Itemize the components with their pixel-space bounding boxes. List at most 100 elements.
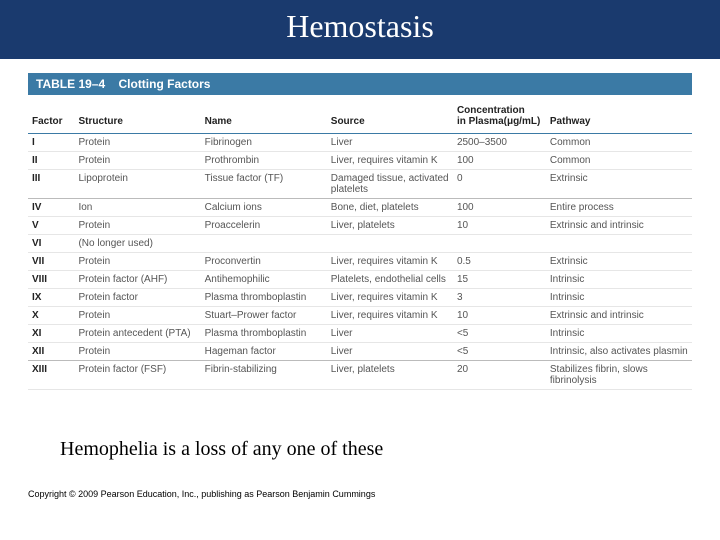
data-cell: Intrinsic <box>546 271 692 289</box>
data-cell: Protein <box>74 152 200 170</box>
data-cell <box>327 235 453 253</box>
title-bar: Hemostasis <box>0 0 720 59</box>
data-cell: Proaccelerin <box>201 217 327 235</box>
factor-cell: VIII <box>28 271 74 289</box>
data-cell: Entire process <box>546 199 692 217</box>
data-cell: Extrinsic and intrinsic <box>546 307 692 325</box>
table-container: TABLE 19–4 Clotting Factors FactorStruct… <box>0 59 720 390</box>
data-cell: <5 <box>453 325 546 343</box>
data-cell: Intrinsic <box>546 289 692 307</box>
data-cell: Protein <box>74 253 200 271</box>
factor-cell: XI <box>28 325 74 343</box>
factor-cell: IV <box>28 199 74 217</box>
data-cell: Liver, requires vitamin K <box>327 307 453 325</box>
data-cell: 20 <box>453 361 546 390</box>
factor-cell: XIII <box>28 361 74 390</box>
data-cell: Plasma thromboplastin <box>201 325 327 343</box>
factor-cell: VI <box>28 235 74 253</box>
data-cell: Extrinsic <box>546 253 692 271</box>
table-head: FactorStructureNameSourceConcentrationin… <box>28 95 692 134</box>
table-number: TABLE 19–4 <box>36 77 105 91</box>
data-cell <box>546 235 692 253</box>
data-cell: Common <box>546 152 692 170</box>
data-cell: Damaged tissue, activated platelets <box>327 170 453 199</box>
factor-cell: VII <box>28 253 74 271</box>
data-cell: 3 <box>453 289 546 307</box>
page-title: Hemostasis <box>0 8 720 45</box>
data-cell: Tissue factor (TF) <box>201 170 327 199</box>
data-cell: (No longer used) <box>74 235 200 253</box>
data-cell: 0 <box>453 170 546 199</box>
data-cell: 10 <box>453 217 546 235</box>
data-cell: 2500–3500 <box>453 134 546 152</box>
data-cell: Protein <box>74 343 200 361</box>
factor-cell: II <box>28 152 74 170</box>
table-banner: TABLE 19–4 Clotting Factors <box>28 73 692 95</box>
data-cell: Extrinsic <box>546 170 692 199</box>
data-cell: <5 <box>453 343 546 361</box>
data-cell: Protein antecedent (PTA) <box>74 325 200 343</box>
data-cell: 10 <box>453 307 546 325</box>
data-cell: Lipoprotein <box>74 170 200 199</box>
data-cell: Protein factor <box>74 289 200 307</box>
table-row: XIIIProtein factor (FSF)Fibrin-stabilizi… <box>28 361 692 390</box>
column-header: Pathway <box>546 95 692 134</box>
data-cell: Plasma thromboplastin <box>201 289 327 307</box>
table-row: XIProtein antecedent (PTA)Plasma thrombo… <box>28 325 692 343</box>
data-cell: Platelets, endothelial cells <box>327 271 453 289</box>
column-header: Name <box>201 95 327 134</box>
factor-cell: X <box>28 307 74 325</box>
clotting-factors-table: FactorStructureNameSourceConcentrationin… <box>28 95 692 390</box>
data-cell: Stuart–Prower factor <box>201 307 327 325</box>
data-cell: 0.5 <box>453 253 546 271</box>
factor-cell: XII <box>28 343 74 361</box>
column-header: Concentrationin Plasma(μg/mL) <box>453 95 546 134</box>
data-cell <box>201 235 327 253</box>
table-row: VProteinProaccelerinLiver, platelets10Ex… <box>28 217 692 235</box>
data-cell: Protein <box>74 217 200 235</box>
data-cell: Proconvertin <box>201 253 327 271</box>
data-cell: 100 <box>453 152 546 170</box>
data-cell: Extrinsic and intrinsic <box>546 217 692 235</box>
column-header: Factor <box>28 95 74 134</box>
data-cell: Fibrin-stabilizing <box>201 361 327 390</box>
data-cell: Protein factor (AHF) <box>74 271 200 289</box>
column-header: Structure <box>74 95 200 134</box>
data-cell: Antihemophilic <box>201 271 327 289</box>
copyright-text: Copyright © 2009 Pearson Education, Inc.… <box>28 489 720 499</box>
table-row: IVIonCalcium ionsBone, diet, platelets10… <box>28 199 692 217</box>
data-cell: Liver, requires vitamin K <box>327 289 453 307</box>
data-cell: Ion <box>74 199 200 217</box>
data-cell: Liver <box>327 343 453 361</box>
data-cell <box>453 235 546 253</box>
table-body: IProteinFibrinogenLiver2500–3500CommonII… <box>28 134 692 390</box>
table-row: IXProtein factorPlasma thromboplastinLiv… <box>28 289 692 307</box>
factor-cell: V <box>28 217 74 235</box>
table-row: VI(No longer used) <box>28 235 692 253</box>
table-row: VIIProteinProconvertinLiver, requires vi… <box>28 253 692 271</box>
data-cell: Calcium ions <box>201 199 327 217</box>
table-row: VIIIProtein factor (AHF)AntihemophilicPl… <box>28 271 692 289</box>
data-cell: Bone, diet, platelets <box>327 199 453 217</box>
data-cell: Intrinsic <box>546 325 692 343</box>
table-row: IIProteinProthrombinLiver, requires vita… <box>28 152 692 170</box>
data-cell: Liver, requires vitamin K <box>327 152 453 170</box>
data-cell: Protein factor (FSF) <box>74 361 200 390</box>
note-text: Hemophelia is a loss of any one of these <box>60 438 720 461</box>
factor-cell: III <box>28 170 74 199</box>
factor-cell: IX <box>28 289 74 307</box>
data-cell: 15 <box>453 271 546 289</box>
data-cell: Liver <box>327 134 453 152</box>
data-cell: Liver, requires vitamin K <box>327 253 453 271</box>
table-row: XIIProteinHageman factorLiver<5Intrinsic… <box>28 343 692 361</box>
data-cell: 100 <box>453 199 546 217</box>
data-cell: Protein <box>74 134 200 152</box>
table-row: XProteinStuart–Prower factorLiver, requi… <box>28 307 692 325</box>
data-cell: Hageman factor <box>201 343 327 361</box>
data-cell: Liver, platelets <box>327 361 453 390</box>
factor-cell: I <box>28 134 74 152</box>
data-cell: Protein <box>74 307 200 325</box>
data-cell: Liver <box>327 325 453 343</box>
data-cell: Stabilizes fibrin, slows fibrinolysis <box>546 361 692 390</box>
data-cell: Prothrombin <box>201 152 327 170</box>
